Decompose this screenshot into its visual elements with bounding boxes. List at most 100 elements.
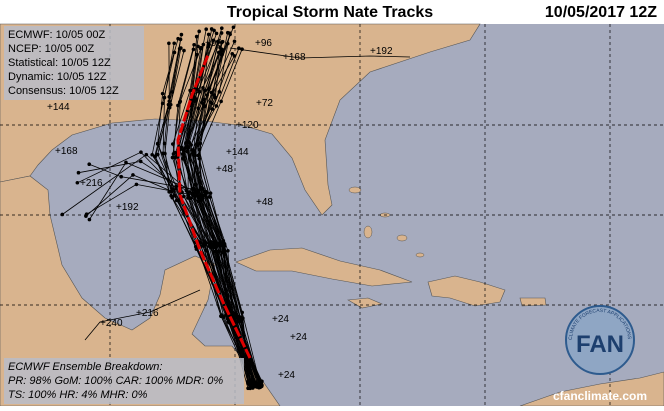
track-point [231,25,236,30]
track-label: +96 [205,38,222,49]
track-point [219,313,224,317]
track-point [253,384,258,388]
track-point [87,217,92,222]
track-point [182,154,186,159]
track-point [155,142,160,146]
legend: ECMWF: 10/05 00Z NCEP: 10/05 00Z Statist… [4,26,144,100]
track-point [198,46,203,51]
track-point [176,36,180,41]
track-point [207,42,211,47]
breakdown-line: TS: 100% HR: 4% MHR: 0% [8,389,148,401]
track-point [188,88,192,93]
track-point [186,145,191,149]
track-label: +192 [370,46,393,57]
track-point [209,90,214,95]
track-point [196,106,201,111]
track-point [220,52,224,57]
track-label: +144 [47,102,70,113]
track-point [207,194,212,199]
logo-ring [565,305,635,375]
track-point [226,248,230,253]
track-label: +240 [100,318,123,329]
breakdown-box [4,358,244,404]
track-label: +24 [290,332,307,343]
track-label: +48 [216,164,233,175]
east-track [229,47,411,59]
track-point [236,317,241,321]
logo-url: cfanclimate.com [553,389,647,403]
track-point [182,48,186,53]
track-point [160,91,165,96]
track-point [152,154,157,159]
track-point [171,142,175,146]
track-point [179,145,184,150]
track-point [76,170,81,175]
track-point [170,90,175,94]
track-point [131,173,135,177]
track-point [204,241,208,245]
track-label: +24 [272,314,289,325]
logo-text: FAN [576,331,624,358]
track-point [199,193,203,198]
track-point [213,245,217,250]
breakdown: ECMWF Ensemble Breakdown: PR: 98% GoM: 1… [4,358,244,404]
west-track [84,289,201,341]
track-point [225,41,230,46]
track-label: +216 [80,178,103,189]
legend-item: Statistical: 10/05 12Z [8,57,111,69]
track-point [167,105,172,110]
track-point [185,149,190,153]
track-point [220,47,225,52]
track-point [124,160,128,165]
track-point [202,104,206,109]
track-label: +72 [256,98,273,109]
track-point [194,99,198,103]
track-point [191,193,196,198]
track-point [197,29,201,34]
track-point [210,107,215,111]
track-point [163,151,167,156]
track-point [170,155,175,160]
track-point [207,243,212,248]
track-label: +96 [255,38,272,49]
track-label: +168 [283,52,306,63]
land-cuba [235,247,413,287]
track-point [205,93,209,97]
track-point [219,99,223,104]
track-point [259,379,263,384]
track-point [176,103,180,108]
breakdown-title: ECMWF Ensemble Breakdown: [8,361,162,373]
track-point [225,30,230,35]
track-point [190,148,194,152]
date: 10/05/2017 12Z [545,4,657,21]
track-label: +24 [278,370,295,381]
track-label: +48 [256,197,273,208]
track-point [248,383,252,387]
legend-item: NCEP: 10/05 00Z [8,43,94,55]
bahamas [348,186,425,258]
track-point [214,31,219,36]
legend-item: Consensus: 10/05 12Z [8,85,119,97]
track-point [230,51,235,56]
track-labels: +192 +168 +96 +96 +144 +72 +120 +168 +216 +144 +48… [47,38,393,381]
land-hispaniola [427,275,506,307]
track-point [231,315,236,320]
track-point [139,150,143,154]
track [89,162,252,387]
track-point [169,193,174,198]
track-point [220,39,225,44]
track-point [258,382,262,387]
title: Tropical Storm Nate Tracks [227,4,433,21]
track-point [194,34,199,39]
track-point [225,316,230,321]
track-point [212,28,216,33]
track-point [170,187,175,191]
breakdown-line: PR: 98% GoM: 100% CAR: 100% MDR: 0% [8,375,223,387]
track-point [134,182,139,187]
track-point [60,212,65,217]
track-point [206,32,211,37]
tracks [60,25,411,391]
track-point [197,147,202,152]
track-point [201,97,206,102]
track-point [75,180,80,185]
